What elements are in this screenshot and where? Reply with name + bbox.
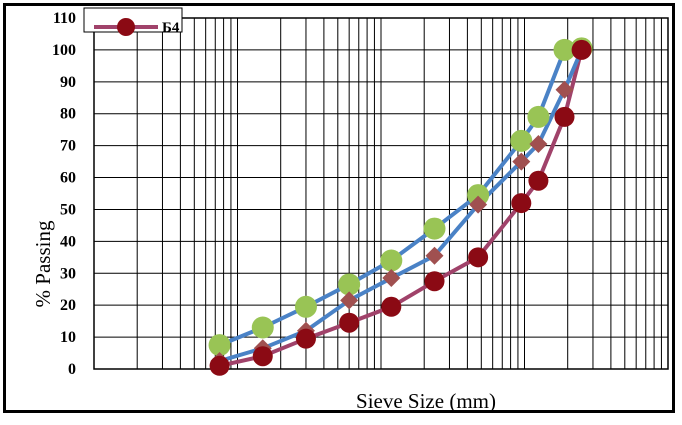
series-1-point [469, 195, 488, 214]
series-0-point [468, 247, 489, 268]
series-0-point [209, 355, 230, 376]
series-2-point [208, 334, 231, 357]
y-tick-label: 60 [60, 170, 76, 187]
y-tick-label: 0 [68, 361, 76, 378]
series-2-point [467, 184, 490, 207]
legend-marker [117, 18, 135, 36]
series-2-point [294, 295, 317, 318]
y-tick-labels: 0 10 20 30 40 50 60 70 80 90 100 110 [52, 10, 76, 378]
y-tick-label: 100 [52, 42, 76, 59]
grid [93, 17, 669, 370]
y-tick-label: 90 [60, 74, 76, 91]
series-0-point [554, 106, 575, 127]
series-2-point [338, 273, 361, 296]
series-1-point [425, 246, 444, 265]
series-0-point [295, 328, 316, 349]
legend-label: Б4 [162, 20, 180, 36]
series-0-point [339, 312, 360, 333]
series-0-point [571, 39, 592, 60]
gradation-chart: 0 10 20 30 40 50 60 70 80 90 100 110 Б4 Sieve Size … [31, 7, 669, 413]
y-tick-label: 70 [60, 138, 76, 155]
y-tick-label: 80 [60, 106, 76, 123]
series-1-point [382, 269, 401, 288]
series-0-point [511, 193, 532, 214]
x-axis-label: Sieve Size (mm) [356, 389, 496, 413]
y-axis-label: % Passing [31, 220, 55, 307]
series-1-point [555, 80, 574, 99]
y-tick-label: 20 [60, 297, 76, 314]
chart-frame: 0 10 20 30 40 50 60 70 80 90 100 110 Б4 Sieve Size … [3, 3, 675, 413]
y-tick-label: 110 [53, 10, 76, 27]
series-0-point [424, 271, 445, 292]
series-1-point [529, 135, 548, 154]
series-1-point [512, 152, 531, 171]
legend: Б4 [83, 7, 183, 36]
series-markers [208, 37, 593, 376]
series-2-point [510, 129, 533, 152]
y-tick-label: 30 [60, 265, 76, 282]
y-tick-label: 50 [60, 201, 76, 218]
y-tick-label: 10 [60, 329, 76, 346]
series-0-point [381, 296, 402, 317]
series-1-point [340, 291, 359, 310]
series-0-point [252, 346, 273, 367]
series-2-point [251, 316, 274, 339]
series-0-point [528, 170, 549, 191]
y-tick-label: 40 [60, 233, 76, 250]
series-2-point [380, 249, 403, 272]
series-2-point [553, 38, 576, 61]
series-2-point [423, 217, 446, 240]
series-2-point [527, 105, 550, 128]
